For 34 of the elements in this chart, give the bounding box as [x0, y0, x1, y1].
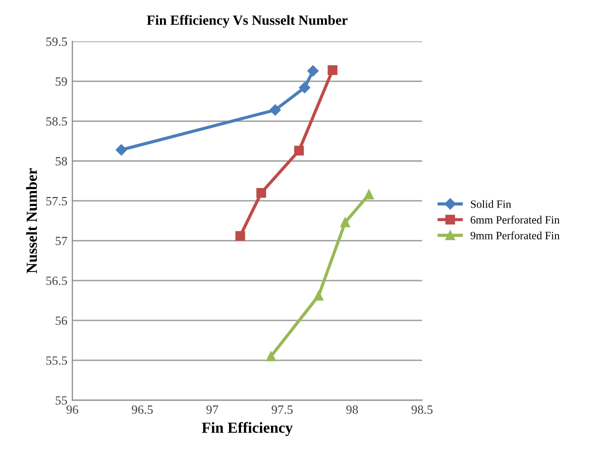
y-tick-label: 59: [56, 77, 67, 86]
x-axis-title: Fin Efficiency: [202, 422, 293, 436]
legend-label: 6mm Perforated Fin: [470, 216, 560, 224]
x-tick-label: 96.5: [132, 405, 153, 414]
point: [256, 188, 266, 198]
point: [307, 65, 319, 77]
point: [328, 65, 338, 75]
y-tick-label: 59.5: [46, 37, 68, 46]
y-tick-label: 58: [56, 157, 68, 166]
y-tick-label: 55.5: [46, 356, 68, 365]
point: [340, 218, 350, 228]
legend-label: Solid Fin: [470, 200, 512, 208]
legend-label: 9mm Perforated Fin: [470, 231, 560, 240]
y-tick-label: 56.5: [46, 276, 68, 286]
x-tick-label: 98.5: [412, 405, 433, 414]
y-tick-label: 57.5: [46, 197, 68, 206]
y-tick-label: 57: [56, 236, 68, 246]
point: [294, 146, 304, 156]
point: [266, 351, 276, 362]
x-tick-label: 97.5: [272, 405, 293, 414]
x-tick-label: 96: [66, 405, 78, 414]
point: [235, 231, 246, 241]
point: [116, 144, 127, 156]
point: [314, 290, 324, 301]
point: [270, 104, 281, 116]
y-tick-label: 55: [56, 396, 68, 405]
point: [364, 190, 374, 200]
chart-title: Fin Efficiency Vs Nusselt Number: [146, 14, 348, 28]
y-tick-label: 56: [56, 316, 68, 325]
y-axis-title: Nusselt Number: [26, 168, 37, 274]
y-tick-label: 58.5: [46, 117, 68, 126]
point: [298, 82, 310, 94]
x-tick-label: 97: [206, 405, 218, 414]
x-tick-label: 98: [346, 405, 358, 414]
